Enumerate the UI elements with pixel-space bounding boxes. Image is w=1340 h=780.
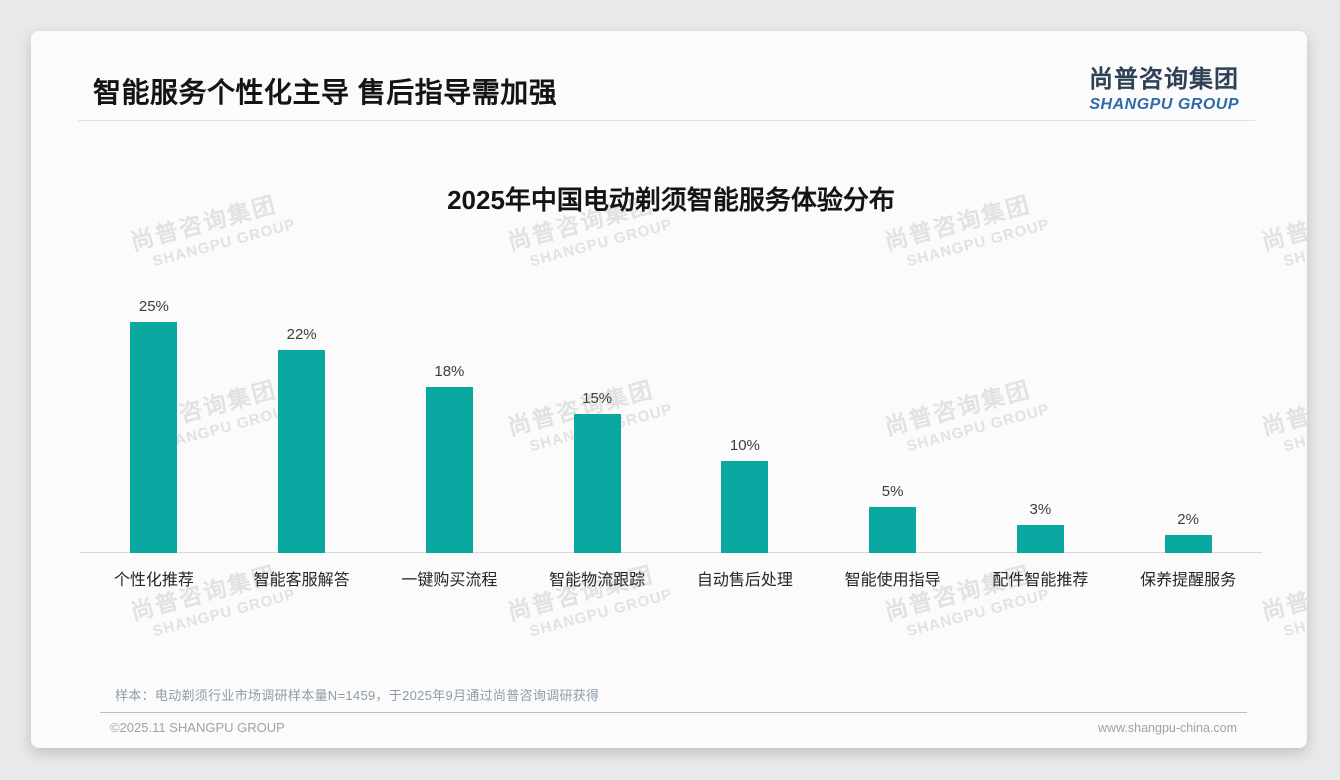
watermark-cn-text: 尚普咨询集团: [1258, 561, 1307, 626]
bar-category-label: 智能物流跟踪: [549, 572, 646, 589]
watermark-en-text: SHANGPU GROUP: [904, 215, 1052, 271]
watermark-cn-text: 尚普咨询集团: [1258, 376, 1307, 441]
bar-category-label: 配件智能推荐: [992, 572, 1089, 589]
watermark-en-text: SHANGPU GROUP: [1281, 586, 1307, 641]
bar-value-label: 3%: [1029, 501, 1052, 518]
slide-card: 尚普咨询集团 SHANGPU GROUP 尚普咨询集团 SHANGPU GROUP 尚普…: [31, 31, 1307, 748]
logo-chinese-name: 尚普咨询集团: [1089, 66, 1239, 93]
watermark-en-text: SHANGPU GROUP: [1281, 216, 1307, 271]
bar-chart-plot: 25% 个性化推荐 22% 智能客服解答 18% 一键购买流程 15% 智能物流跟踪 10% 自动…: [80, 298, 1262, 589]
watermark-en-text: SHANGPU GROUP: [1281, 401, 1307, 456]
bar-category-label: 智能使用指导: [844, 572, 941, 589]
bar-column: 25% 个性化推荐: [80, 298, 228, 589]
watermark-en-text: SHANGPU GROUP: [904, 585, 1052, 641]
bar-value-label: 2%: [1177, 511, 1199, 528]
bar-category-label: 智能客服解答: [253, 572, 350, 589]
bar-value-label: 18%: [434, 363, 465, 380]
bar-value-label: 15%: [582, 390, 613, 407]
company-logo: 尚普咨询集团 SHANGPU GROUP: [1089, 59, 1239, 114]
bar: [1164, 535, 1212, 553]
bar-value-label: 25%: [138, 298, 169, 315]
bar-column: 2% 保养提醒服务: [1114, 318, 1262, 589]
bar: [573, 414, 621, 553]
logo-english-name: SHANGPU GROUP: [1089, 96, 1239, 113]
bar-column: 15% 智能物流跟踪: [523, 318, 671, 589]
sample-note: 样本：电动剃须行业市场调研样本量N=1459，于2025年9月通过尚普咨询调研获…: [115, 688, 600, 703]
copyright-text: ©2025.11 SHANGPU GROUP: [110, 720, 285, 735]
website-url: www.shangpu-china.com: [1098, 721, 1237, 735]
bar-category-label: 保养提醒服务: [1140, 572, 1237, 589]
watermark-en-text: SHANGPU GROUP: [527, 215, 675, 271]
bar-column: 22% 智能客服解答: [228, 318, 376, 589]
header-divider: [78, 120, 1255, 121]
page-title: 智能服务个性化主导 售后指导需加强: [93, 77, 558, 108]
bar-value-label: 5%: [881, 483, 904, 500]
chart-title: 2025年中国电动剃须智能服务体验分布: [447, 185, 895, 215]
bar-category-label: 自动售后处理: [696, 572, 793, 589]
bar-value-label: 10%: [729, 437, 760, 454]
bar-value-label: 22%: [286, 326, 317, 343]
bar: [278, 350, 326, 553]
bar: [721, 461, 769, 553]
watermark-en-text: SHANGPU GROUP: [150, 215, 298, 271]
bar: [1016, 525, 1064, 553]
x-axis-line: [80, 552, 1262, 553]
bar-column: 18% 一键购买流程: [376, 318, 524, 589]
watermark-cn-text: 尚普咨询集团: [1258, 191, 1307, 256]
bar-category-label: 个性化推荐: [113, 572, 194, 589]
bar-column: 10% 自动售后处理: [671, 318, 819, 589]
watermark-en-text: SHANGPU GROUP: [150, 585, 298, 641]
footer-divider: [100, 712, 1247, 713]
bar: [130, 322, 178, 553]
bar-column: 3% 配件智能推荐: [967, 318, 1115, 589]
bar: [425, 387, 473, 553]
bar-category-label: 一键购买流程: [401, 572, 498, 589]
bar: [869, 507, 917, 553]
watermark-en-text: SHANGPU GROUP: [527, 585, 675, 641]
bar-column: 5% 智能使用指导: [819, 318, 967, 589]
